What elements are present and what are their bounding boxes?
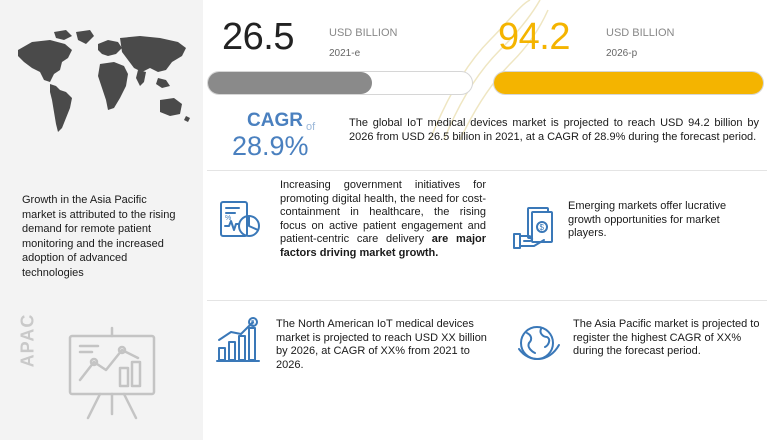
world-map-icon bbox=[18, 30, 190, 132]
end-progress-bar bbox=[493, 71, 764, 95]
government-text-bold: are major factors driving market growth. bbox=[280, 233, 487, 259]
emerging-markets-text: Emerging markets offer lucrative growth … bbox=[568, 200, 727, 239]
money-hand-icon: $ bbox=[513, 207, 553, 249]
end-metric-year: 2026-p bbox=[606, 48, 638, 59]
divider bbox=[207, 300, 767, 301]
end-metric-unit: USD BILLION bbox=[606, 27, 675, 39]
government-text-regular: Increasing government initiatives for pr… bbox=[280, 179, 486, 245]
government-initiatives-text: Increasing government initiatives for pr… bbox=[280, 179, 486, 260]
start-progress-bar bbox=[207, 71, 473, 95]
divider bbox=[207, 170, 767, 171]
asia-pacific-text: The Asia Pacific market is projected to … bbox=[573, 318, 760, 357]
start-metric-year: 2021-e bbox=[329, 48, 361, 59]
north-america-text: The North American IoT medical devices m… bbox=[276, 318, 487, 371]
cagr-of-label: of bbox=[306, 121, 316, 133]
start-metric-value: 26.5 bbox=[222, 16, 294, 58]
cagr-value: 28.9% bbox=[232, 131, 309, 161]
svg-text:$: $ bbox=[540, 223, 545, 232]
healthcare-report-icon: % bbox=[220, 201, 260, 237]
svg-text:%: % bbox=[225, 215, 231, 222]
end-progress-fill bbox=[494, 72, 763, 94]
end-metric-value: 94.2 bbox=[498, 16, 570, 58]
region-label: APAC bbox=[17, 313, 38, 368]
growth-chart-icon: $ bbox=[216, 317, 260, 362]
globe-icon bbox=[518, 326, 560, 360]
decorative-swirl-icon bbox=[429, 0, 549, 140]
svg-text:$: $ bbox=[251, 321, 255, 327]
asia-growth-text: Growth in the Asia Pacific market is att… bbox=[22, 194, 176, 279]
cagr-label: CAGR bbox=[247, 110, 303, 131]
start-metric-unit: USD BILLION bbox=[329, 27, 398, 39]
market-summary-text: The global IoT medical devices market is… bbox=[349, 117, 759, 143]
left-panel: Growth in the Asia Pacific market is att… bbox=[0, 0, 203, 440]
start-progress-fill bbox=[208, 72, 372, 94]
presentation-chart-icon bbox=[68, 326, 156, 420]
